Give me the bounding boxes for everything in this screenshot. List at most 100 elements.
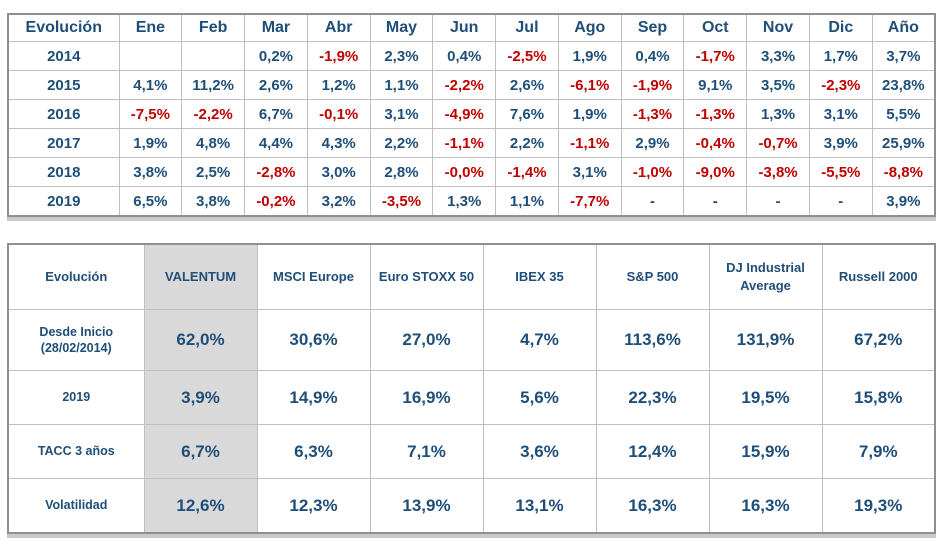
monthly-value-cell: 1,1% — [369, 70, 434, 100]
comparison-row-label-line: 2019 — [62, 390, 91, 405]
month-header-cell: Ago — [557, 13, 622, 42]
monthly-value-cell: -1,9% — [306, 41, 371, 71]
monthly-value-cell: -0,2% — [244, 186, 308, 217]
comparison-value-cell: 16,3% — [708, 478, 823, 534]
monthly-value-cell: -0,7% — [746, 128, 810, 158]
monthly-value-cell: 3,1% — [808, 99, 873, 129]
benchmark-header-cell: DJ Industrial Average — [708, 243, 823, 310]
monthly-value-cell: -1,1% — [432, 128, 497, 158]
monthly-value-cell: -1,7% — [683, 41, 748, 71]
monthly-value-cell: -9,0% — [683, 157, 748, 187]
monthly-value-cell: -5,5% — [808, 157, 873, 187]
monthly-value-cell: 2,2% — [495, 128, 559, 158]
comparison-value-cell: 62,0% — [143, 309, 258, 371]
monthly-value-cell: -1,1% — [557, 128, 622, 158]
monthly-value-cell: -1,3% — [620, 99, 685, 129]
monthly-value-cell: -2,3% — [808, 70, 873, 100]
monthly-title-header-cell: Evolución — [7, 13, 120, 42]
monthly-value-cell: 7,6% — [495, 99, 559, 129]
comparison-value-cell: 16,3% — [595, 478, 710, 534]
monthly-value-cell: 5,5% — [871, 99, 936, 129]
comparison-table-head: Evolución VALENTUM MSCI Europe Euro STOXX 5… — [7, 243, 936, 310]
monthly-value-cell: 1,3% — [746, 99, 810, 129]
monthly-value-cell: 6,7% — [244, 99, 308, 129]
comparison-value-cell: 12,3% — [256, 478, 371, 534]
monthly-value-cell: 2,6% — [244, 70, 308, 100]
monthly-value-cell: -1,4% — [495, 157, 559, 187]
comparison-value-cell: 15,9% — [708, 424, 823, 479]
year-label-cell: 2019 — [7, 186, 120, 217]
monthly-value-cell: 3,3% — [746, 41, 810, 71]
monthly-value-cell: -2,2% — [181, 99, 246, 129]
month-header-cell: May — [369, 13, 434, 42]
comparison-value-cell: 6,3% — [256, 424, 371, 479]
monthly-value-cell — [118, 41, 183, 71]
comparison-value-cell: 13,9% — [369, 478, 484, 534]
month-header-cell: Ene — [118, 13, 183, 42]
monthly-value-cell: 2,2% — [369, 128, 434, 158]
monthly-value-cell: -1,9% — [620, 70, 685, 100]
monthly-value-cell: 1,3% — [432, 186, 497, 217]
monthly-value-cell: -0,0% — [432, 157, 497, 187]
benchmark-header-cell: S&P 500 — [595, 243, 710, 310]
comparison-value-cell: 14,9% — [256, 370, 371, 425]
monthly-value-cell: - — [620, 186, 685, 217]
comparison-header-row: Evolución VALENTUM MSCI Europe Euro STOXX 5… — [7, 243, 936, 310]
monthly-value-cell: 23,8% — [871, 70, 936, 100]
comparison-row-label-line: TACC 3 años — [37, 444, 115, 459]
comparison-value-cell: 27,0% — [369, 309, 484, 371]
comparison-value-cell: 7,9% — [821, 424, 936, 479]
monthly-value-cell: -0,1% — [306, 99, 371, 129]
comparison-row-label-line: Volatilidad — [45, 498, 108, 513]
monthly-value-cell: -1,3% — [683, 99, 748, 129]
monthly-value-cell: 2,3% — [369, 41, 434, 71]
monthly-value-cell: 3,1% — [369, 99, 434, 129]
monthly-returns-table: Evolución Ene Feb Mar Abr May Jun Jul Ago Sep Oct N… — [7, 13, 936, 217]
monthly-value-cell: 3,1% — [557, 157, 622, 187]
monthly-value-cell: 4,3% — [306, 128, 371, 158]
monthly-value-cell: 9,1% — [683, 70, 748, 100]
comparison-value-cell: 67,2% — [821, 309, 936, 371]
comparison-value-cell: 22,3% — [595, 370, 710, 425]
monthly-value-cell: -2,8% — [244, 157, 308, 187]
comparison-value-cell: 30,6% — [256, 309, 371, 371]
monthly-value-cell: 3,8% — [181, 186, 246, 217]
monthly-value-cell — [181, 41, 246, 71]
monthly-value-cell: 3,0% — [306, 157, 371, 187]
month-header-cell: Feb — [181, 13, 246, 42]
comparison-value-cell: 12,4% — [595, 424, 710, 479]
comparison-row-label-cell: Desde Inicio (28/02/2014) — [7, 309, 145, 371]
comparison-value-cell: 6,7% — [143, 424, 258, 479]
monthly-value-cell: 2,5% — [181, 157, 246, 187]
comparison-row-label-line: Desde Inicio — [39, 324, 114, 339]
monthly-value-cell: 2,8% — [369, 157, 434, 187]
monthly-value-cell: 1,7% — [808, 41, 873, 71]
comparison-value-cell: 19,3% — [821, 478, 936, 534]
month-header-cell: Abr — [306, 13, 371, 42]
monthly-value-cell: -3,5% — [369, 186, 434, 217]
comparison-row: 2019 3,9% 14,9% 16,9% 5,6% 22,3% 19,5% 15,8% — [7, 370, 936, 425]
comparison-value-cell: 12,6% — [143, 478, 258, 534]
comparison-row: TACC 3 años 6,7% 6,3% 7,1% 3,6% 12,4% 15,9% 7,9… — [7, 424, 936, 479]
monthly-value-cell: 2,9% — [620, 128, 685, 158]
monthly-value-cell: -0,4% — [683, 128, 748, 158]
monthly-value-cell: 3,7% — [871, 41, 936, 71]
monthly-value-cell: 3,9% — [871, 186, 936, 217]
monthly-value-cell: 3,9% — [808, 128, 873, 158]
monthly-value-cell: 1,9% — [557, 41, 622, 71]
comparison-value-cell: 16,9% — [369, 370, 484, 425]
monthly-value-cell: -2,5% — [495, 41, 559, 71]
benchmark-header-cell: VALENTUM — [143, 243, 258, 310]
comparison-title-header-cell: Evolución — [7, 243, 145, 310]
monthly-table-body: 2014 0,2% -1,9% 2,3% 0,4% -2,5% 1,9% 0,4% -1,7% 3… — [7, 41, 936, 217]
month-header-cell: Sep — [620, 13, 685, 42]
monthly-value-cell: 1,9% — [118, 128, 183, 158]
comparison-table-body: Desde Inicio (28/02/2014) 62,0% 30,6% 27,0% 4… — [7, 309, 936, 534]
month-header-cell: Dic — [808, 13, 873, 42]
monthly-value-cell: -6,1% — [557, 70, 622, 100]
monthly-value-cell: 3,2% — [306, 186, 371, 217]
comparison-row: Volatilidad 12,6% 12,3% 13,9% 13,1% 16,3% 16,3… — [7, 478, 936, 534]
monthly-value-cell: 11,2% — [181, 70, 246, 100]
comparison-row-label-cell: 2019 — [7, 370, 145, 425]
monthly-year-row: 2015 4,1% 11,2% 2,6% 1,2% 1,1% -2,2% 2,6% -6,1% -… — [7, 70, 936, 100]
